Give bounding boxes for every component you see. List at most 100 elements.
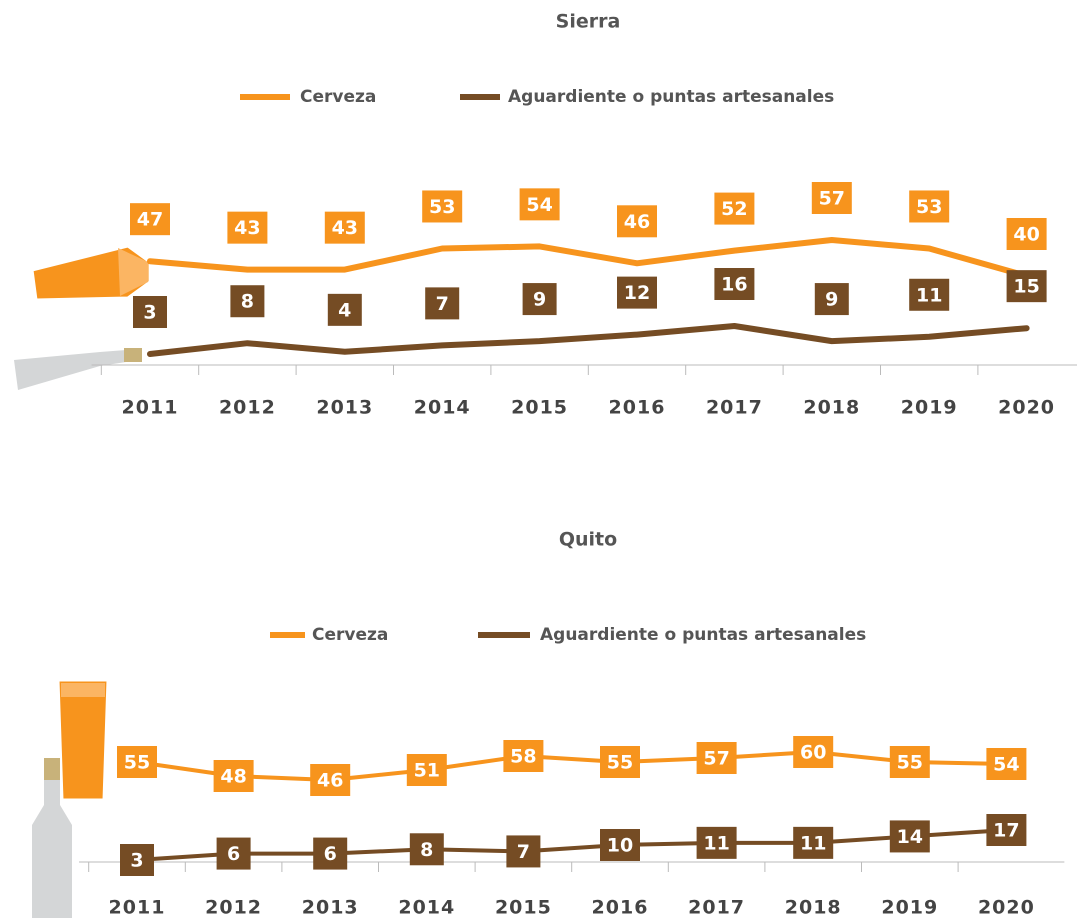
value-label-box [909, 278, 950, 311]
value-label: 16 [721, 274, 747, 296]
x-tick-label: 2013 [316, 397, 373, 419]
value-label-box [617, 205, 657, 238]
value-label: 51 [414, 760, 440, 782]
x-tick-label: 2017 [688, 897, 745, 918]
x-tick-label: 2012 [205, 897, 262, 918]
value-label-box [696, 826, 737, 859]
x-tick-label: 2014 [398, 897, 455, 918]
value-label-box [503, 740, 544, 772]
value-label: 3 [143, 302, 156, 324]
value-label: 3 [130, 850, 143, 872]
value-label: 9 [533, 289, 546, 311]
value-label-box [425, 287, 460, 320]
x-tick-label: 2015 [495, 897, 552, 918]
bottle-icon [32, 758, 72, 918]
value-label-box [889, 746, 930, 778]
value-label-box [422, 190, 463, 223]
value-label-box [909, 190, 950, 223]
beer-glass-icon [56, 678, 110, 802]
series-line [135, 750, 1009, 782]
series-line [147, 323, 1030, 357]
value-label-box [600, 829, 640, 861]
value-label: 8 [241, 291, 254, 313]
value-label: 15 [1013, 276, 1039, 298]
value-label-box [230, 285, 265, 318]
value-label: 55 [124, 752, 150, 774]
value-label-box [216, 837, 251, 870]
value-label-box [133, 296, 167, 328]
value-label: 40 [1013, 224, 1039, 246]
value-label: 54 [526, 194, 552, 216]
value-label: 14 [897, 826, 923, 848]
x-tick-label: 2013 [302, 897, 359, 918]
value-label: 60 [800, 742, 826, 764]
value-label: 43 [332, 217, 358, 239]
x-tick-label: 2017 [706, 397, 763, 419]
value-label-box [120, 844, 154, 876]
value-label-box [714, 192, 755, 225]
value-label-box [814, 283, 849, 316]
value-label: 6 [227, 843, 240, 865]
legend-label: Cerveza [300, 87, 376, 107]
x-tick-label: 2016 [609, 397, 666, 419]
value-label: 52 [721, 198, 747, 220]
x-tick-label: 2016 [592, 897, 649, 918]
value-label-box [714, 268, 755, 300]
value-label: 10 [607, 835, 633, 857]
value-label-box [227, 211, 268, 244]
value-label: 57 [819, 188, 845, 210]
value-label: 7 [436, 293, 449, 315]
value-label-box [409, 833, 444, 866]
value-label: 57 [703, 748, 729, 770]
value-label-box [696, 742, 737, 774]
bottle-icon [14, 348, 142, 390]
value-label: 8 [420, 839, 433, 861]
value-label: 11 [703, 832, 729, 854]
x-tick-label: 2020 [998, 397, 1055, 419]
value-label: 54 [993, 754, 1019, 776]
beer-glass-icon [30, 244, 152, 302]
x-tick-label: 2011 [109, 897, 166, 918]
value-label-box [313, 837, 348, 870]
value-label: 55 [607, 752, 633, 774]
value-label-box [406, 754, 447, 786]
chart-title: Quito [559, 529, 617, 551]
series-line [135, 828, 1009, 862]
value-label: 17 [993, 820, 1019, 842]
value-label-box [506, 835, 541, 868]
value-label: 55 [897, 752, 923, 774]
value-label-box [1006, 270, 1047, 303]
chart-title: Sierra [556, 11, 621, 33]
value-label-box [310, 764, 351, 796]
value-label-box [1006, 218, 1047, 250]
value-label: 7 [517, 841, 530, 863]
value-label-box [986, 748, 1027, 780]
value-label-box [617, 276, 657, 309]
value-label: 9 [825, 289, 838, 311]
value-label: 47 [137, 209, 163, 231]
x-tick-label: 2012 [219, 397, 276, 419]
legend-label: Aguardiente o puntas artesanales [508, 87, 834, 107]
value-label: 43 [234, 217, 260, 239]
value-label: 48 [220, 766, 246, 788]
value-label-box [889, 820, 930, 853]
value-label-box [811, 182, 852, 214]
series-line [147, 237, 1030, 279]
x-tick-label: 2019 [901, 397, 958, 419]
x-tick-label: 2019 [881, 897, 938, 918]
value-label-box [519, 188, 560, 221]
value-label-box [213, 760, 254, 792]
x-tick-label: 2011 [122, 397, 179, 419]
value-label: 11 [916, 284, 942, 306]
value-label-box [117, 746, 157, 778]
value-label: 58 [510, 746, 536, 768]
value-label: 4 [338, 299, 351, 321]
legend-label: Aguardiente o puntas artesanales [540, 625, 866, 645]
value-label-box [130, 203, 170, 236]
value-label: 11 [800, 832, 826, 854]
value-label-box [327, 293, 362, 326]
value-label: 46 [317, 770, 343, 792]
value-label-box [324, 211, 365, 244]
value-label: 46 [624, 211, 650, 233]
